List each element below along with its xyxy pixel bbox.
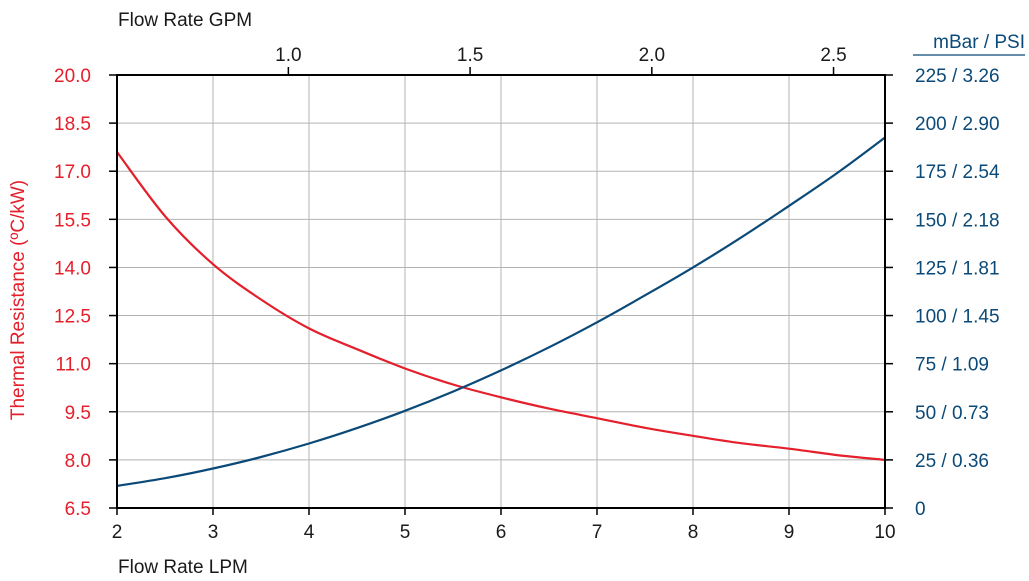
grid-lines xyxy=(117,75,885,508)
left-tick-label: 11.0 xyxy=(55,355,91,376)
left-tick-label: 15.5 xyxy=(54,210,91,231)
series-lines xyxy=(116,136,886,487)
bottom-tick-label: 6 xyxy=(496,522,507,543)
left-tick-label: 8.0 xyxy=(65,451,91,472)
bottom-tick-label: 7 xyxy=(592,522,603,543)
left-tick-label: 9.5 xyxy=(65,403,91,424)
top-tick-label: 2.5 xyxy=(820,45,846,66)
bottom-tick-label: 8 xyxy=(688,522,699,543)
right-tick-label: 150 / 2.18 xyxy=(915,210,1000,231)
top-axis-title: Flow Rate GPM xyxy=(118,10,252,31)
tick-labels: 2 3 4 5 6 7 8 9 10 20.0 18.5 17.0 15.5 14.0 12.5 11.0 9.… xyxy=(54,45,1000,543)
left-tick-label: 18.5 xyxy=(54,114,91,135)
right-tick-label: 225 / 3.26 xyxy=(915,66,1000,87)
right-tick-label: 25 / 0.36 xyxy=(915,451,989,472)
right-tick-label: 200 / 2.90 xyxy=(915,114,1000,135)
right-tick-label: 125 / 1.81 xyxy=(915,258,1000,279)
right-tick-label: 0 xyxy=(915,499,926,520)
top-tick-label: 1.0 xyxy=(275,45,301,66)
left-tick-label: 6.5 xyxy=(65,499,91,520)
pressure-drop-line xyxy=(116,136,886,487)
left-tick-label: 14.0 xyxy=(54,258,91,279)
left-tick-label: 17.0 xyxy=(54,162,91,183)
bottom-axis-title: Flow Rate LPM xyxy=(118,557,248,578)
right-tick-label: 175 / 2.54 xyxy=(915,162,1000,183)
right-tick-label: 50 / 0.73 xyxy=(915,403,989,424)
bottom-tick-label: 2 xyxy=(112,522,123,543)
left-axis-title: Thermal Resistance (ºC/kW) xyxy=(8,180,29,420)
top-tick-label: 1.5 xyxy=(457,45,483,66)
bottom-tick-label: 4 xyxy=(304,522,315,543)
right-tick-label: 100 / 1.45 xyxy=(915,307,1000,328)
bottom-tick-label: 10 xyxy=(874,522,895,543)
tick-marks xyxy=(109,67,893,515)
bottom-tick-label: 3 xyxy=(208,522,219,543)
left-tick-label: 12.5 xyxy=(54,307,91,328)
right-axis-title: mBar / PSI xyxy=(933,32,1025,53)
thermal-resistance-line xyxy=(116,151,886,461)
left-tick-label: 20.0 xyxy=(54,66,91,87)
bottom-tick-label: 9 xyxy=(784,522,795,543)
top-tick-label: 2.0 xyxy=(639,45,665,66)
right-tick-label: 75 / 1.09 xyxy=(915,355,989,376)
bottom-tick-label: 5 xyxy=(400,522,411,543)
